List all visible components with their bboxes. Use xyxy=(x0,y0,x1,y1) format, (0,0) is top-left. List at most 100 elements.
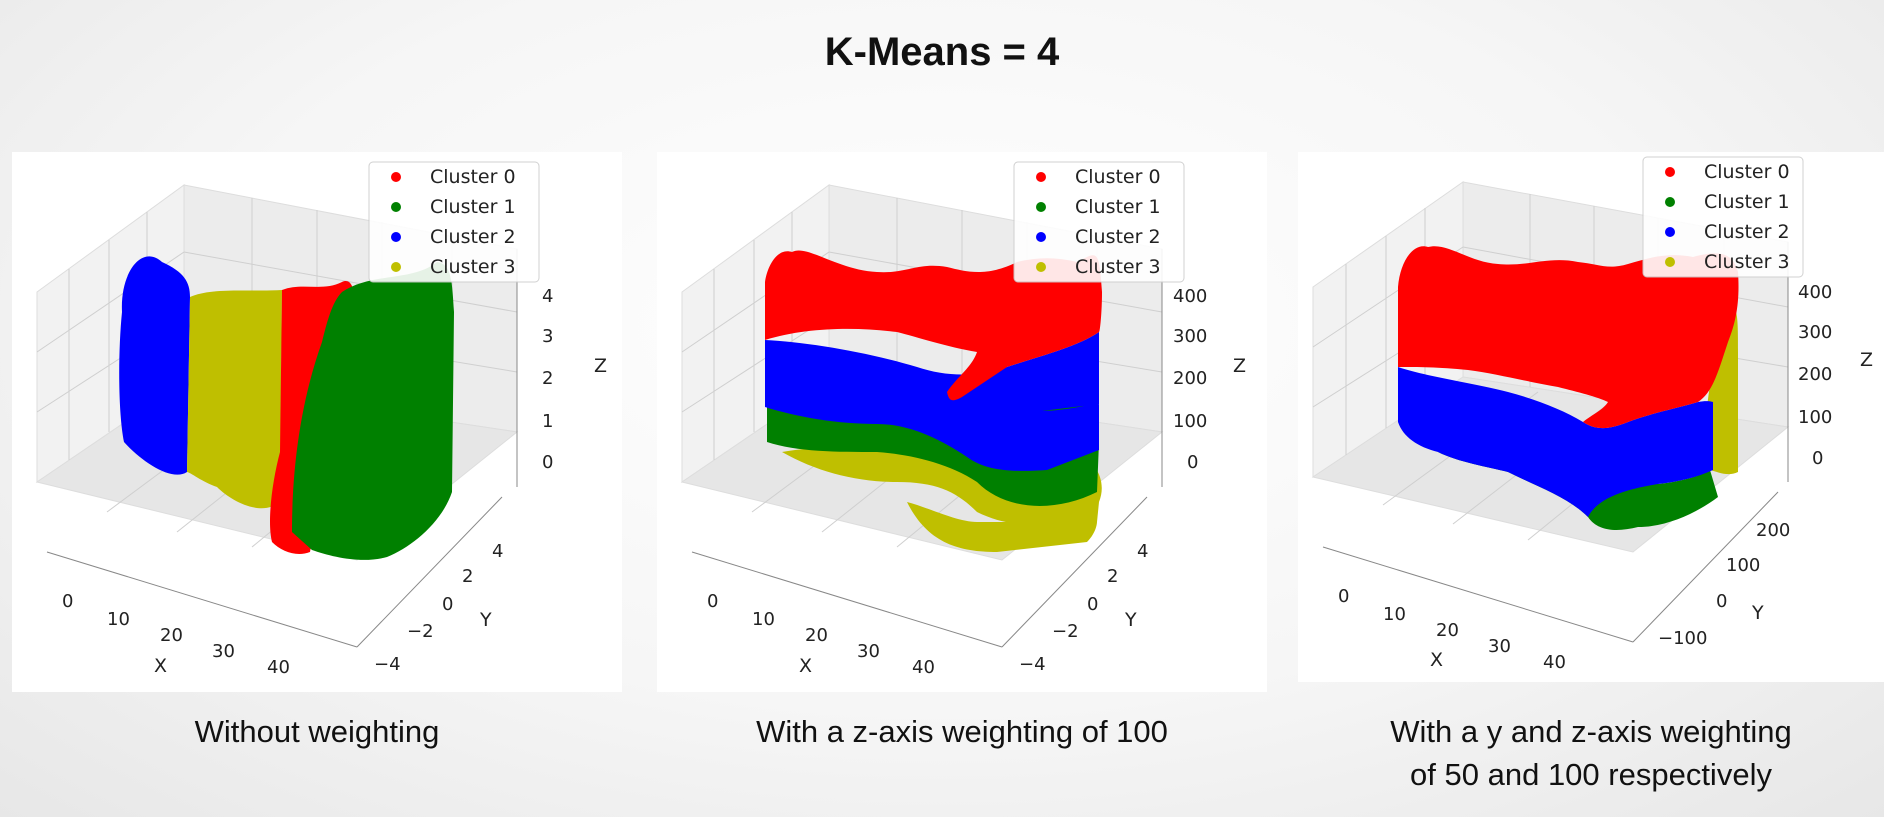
chart-panel-2: 0 100 200 300 400 Z 0 10 20 30 40 X −4 −… xyxy=(657,152,1267,692)
x-tick-label: 30 xyxy=(212,641,235,662)
z-tick-label: 4 xyxy=(542,286,553,307)
x-tick-label: 20 xyxy=(160,625,183,646)
legend-marker-cluster-2 xyxy=(391,232,401,242)
scatter-clouds xyxy=(765,250,1102,552)
legend-label-cluster-2: Cluster 2 xyxy=(430,226,516,248)
z-tick-label: 100 xyxy=(1798,407,1832,428)
y-tick-label: −2 xyxy=(407,621,434,642)
z-tick-label: 0 xyxy=(542,452,553,473)
x-tick-label: 10 xyxy=(1383,604,1406,625)
x-tick-label: 20 xyxy=(1436,620,1459,641)
x-axis-title: X xyxy=(1430,649,1443,671)
chart-3-svg: 0 100 200 300 400 Z 0 10 20 30 40 X −100… xyxy=(1311,156,1873,673)
z-tick-label: 300 xyxy=(1173,326,1207,347)
legend-label-cluster-0: Cluster 0 xyxy=(430,166,516,188)
legend-marker-cluster-3 xyxy=(391,262,401,272)
x-tick-label: 10 xyxy=(752,609,775,630)
x-tick-label: 30 xyxy=(1488,636,1511,657)
y-axis: −4 −2 0 2 4 Y xyxy=(356,496,503,675)
legend-marker-cluster-1 xyxy=(1665,197,1675,207)
cluster-2-points xyxy=(765,332,1099,471)
legend-label-cluster-3: Cluster 3 xyxy=(1075,256,1161,278)
x-tick-label: 30 xyxy=(857,641,880,662)
z-tick-label: 400 xyxy=(1173,286,1207,307)
x-tick-label: 0 xyxy=(1338,586,1349,607)
scatter-clouds xyxy=(1398,246,1739,530)
z-axis-title: Z xyxy=(594,355,607,377)
y-axis: −4 −2 0 2 4 Y xyxy=(1001,496,1148,675)
legend-marker-cluster-2 xyxy=(1036,232,1046,242)
z-axis-title: Z xyxy=(1233,355,1246,377)
legend-label-cluster-3: Cluster 3 xyxy=(430,256,516,278)
caption-panel-2: With a z-axis weighting of 100 xyxy=(657,710,1267,753)
x-tick-label: 40 xyxy=(1543,652,1566,673)
x-axis: 0 10 20 30 40 X xyxy=(46,551,358,678)
z-tick-label: 0 xyxy=(1187,452,1198,473)
y-axis-title: Y xyxy=(1751,602,1764,624)
cluster-0-points xyxy=(1398,246,1739,429)
y-tick-label: −100 xyxy=(1658,628,1707,649)
legend-marker-cluster-3 xyxy=(1665,257,1675,267)
caption-panel-1: Without weighting xyxy=(12,710,622,753)
y-tick-label: −4 xyxy=(374,654,401,675)
z-axis-title: Z xyxy=(1860,349,1873,371)
z-axis: 0 1 2 3 4 Z xyxy=(516,249,607,487)
x-tick-label: 10 xyxy=(107,609,130,630)
caption-panel-3: With a y and z-axis weighting of 50 and … xyxy=(1298,710,1884,796)
legend-box xyxy=(1642,156,1804,278)
legend-marker-cluster-0 xyxy=(1036,172,1046,182)
legend-marker-cluster-2 xyxy=(1665,227,1675,237)
x-tick-label: 40 xyxy=(267,657,290,678)
y-tick-label: 0 xyxy=(1716,591,1727,612)
chart-2-svg: 0 100 200 300 400 Z 0 10 20 30 40 X −4 −… xyxy=(680,161,1246,678)
legend-box xyxy=(368,161,540,283)
x-axis: 0 10 20 30 40 X xyxy=(691,551,1003,678)
z-tick-label: 200 xyxy=(1798,364,1832,385)
legend-label-cluster-1: Cluster 1 xyxy=(430,196,516,218)
z-axis: 0 100 200 300 400 Z xyxy=(1161,249,1246,487)
x-tick-label: 0 xyxy=(707,591,718,612)
x-tick-label: 0 xyxy=(62,591,73,612)
y-tick-label: 200 xyxy=(1756,520,1790,541)
legend: Cluster 0 Cluster 1 Cluster 2 Cluster 3 xyxy=(368,161,540,283)
caption-line: Without weighting xyxy=(194,714,440,749)
legend-marker-cluster-1 xyxy=(391,202,401,212)
x-axis-title: X xyxy=(154,655,167,677)
y-tick-label: 4 xyxy=(492,541,503,562)
legend: Cluster 0 Cluster 1 Cluster 2 Cluster 3 xyxy=(1013,161,1185,283)
page-title: K-Means = 4 xyxy=(824,30,1060,74)
legend-label-cluster-0: Cluster 0 xyxy=(1075,166,1161,188)
x-tick-label: 40 xyxy=(912,657,935,678)
cluster-2-points xyxy=(119,256,190,475)
y-tick-label: 0 xyxy=(1087,594,1098,615)
y-axis-title: Y xyxy=(1124,609,1137,631)
legend: Cluster 0 Cluster 1 Cluster 2 Cluster 3 xyxy=(1642,156,1804,278)
legend-label-cluster-1: Cluster 1 xyxy=(1075,196,1161,218)
y-tick-label: −2 xyxy=(1052,621,1079,642)
legend-label-cluster-1: Cluster 1 xyxy=(1704,191,1790,213)
caption-line: With a z-axis weighting of 100 xyxy=(756,714,1168,749)
y-axis-title: Y xyxy=(479,609,492,631)
chart-panel-3: 0 100 200 300 400 Z 0 10 20 30 40 X −100… xyxy=(1298,152,1884,682)
z-tick-label: 1 xyxy=(542,411,553,432)
caption-line: of 50 and 100 respectively xyxy=(1410,757,1772,792)
y-tick-label: 2 xyxy=(462,566,473,587)
y-tick-label: 4 xyxy=(1137,541,1148,562)
legend-label-cluster-2: Cluster 2 xyxy=(1075,226,1161,248)
legend-marker-cluster-3 xyxy=(1036,262,1046,272)
x-axis: 0 10 20 30 40 X xyxy=(1322,546,1634,673)
y-tick-label: 2 xyxy=(1107,566,1118,587)
z-tick-label: 0 xyxy=(1812,448,1823,469)
legend-marker-cluster-1 xyxy=(1036,202,1046,212)
chart-1-svg: 0 1 2 3 4 Z 0 10 20 30 40 X −4 −2 0 2 4 … xyxy=(35,161,607,678)
x-axis-title: X xyxy=(799,655,812,677)
legend-marker-cluster-0 xyxy=(1665,167,1675,177)
legend-marker-cluster-0 xyxy=(391,172,401,182)
z-tick-label: 2 xyxy=(542,368,553,389)
cluster-0-points xyxy=(765,250,1102,401)
y-tick-label: 100 xyxy=(1726,555,1760,576)
scatter-clouds xyxy=(119,256,454,560)
legend-label-cluster-0: Cluster 0 xyxy=(1704,161,1790,183)
legend-label-cluster-3: Cluster 3 xyxy=(1704,251,1790,273)
y-tick-label: −4 xyxy=(1019,654,1046,675)
